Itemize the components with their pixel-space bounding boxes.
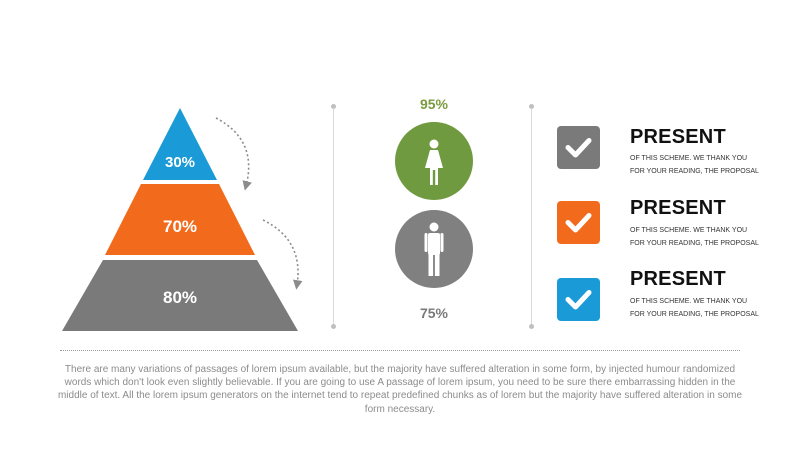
checkmark-icon [565,138,592,158]
male-percent: 75% [419,305,449,321]
female-circle [395,122,473,200]
pyramid-level-top [143,108,217,180]
pyramid-level-middle [105,184,255,255]
male-circle [395,210,473,288]
item-title: PRESENT [630,268,726,290]
footer-paragraph: There are many variations of passages of… [57,364,743,415]
checkbox-icon [557,126,600,169]
footer-divider [60,350,740,351]
male-icon [424,222,444,276]
checkmark-icon [565,213,592,233]
checkbox-icon [557,201,600,244]
female-icon [425,139,443,185]
item-title: PRESENT [630,197,726,219]
checkmark-icon [565,290,592,310]
pyramid-label-middle: 70% [162,217,198,236]
pyramid-level-bottom [62,260,298,331]
vertical-separator-right [531,108,532,326]
pyramid-label-bottom: 80% [162,288,198,307]
dotted-arrow-icon [215,117,252,191]
separator-dot [331,324,336,329]
item-description: OF THIS SCHEME. WE THANK YOU FOR YOUR RE… [630,155,759,175]
checkbox-icon [557,278,600,321]
separator-dot [529,324,534,329]
dotted-arrow-icon [262,219,303,290]
item-description: OF THIS SCHEME. WE THANK YOU FOR YOUR RE… [630,298,759,318]
female-percent: 95% [419,96,449,112]
vertical-separator-left [333,108,334,326]
separator-dot [331,104,336,109]
separator-dot [529,104,534,109]
item-title: PRESENT [630,126,726,148]
pyramid-label-top: 30% [164,154,196,171]
item-description: OF THIS SCHEME. WE THANK YOU FOR YOUR RE… [630,227,759,247]
